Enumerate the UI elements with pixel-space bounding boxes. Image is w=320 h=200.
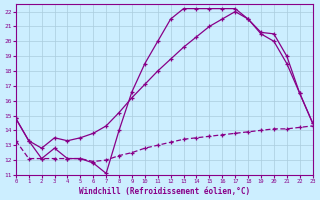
X-axis label: Windchill (Refroidissement éolien,°C): Windchill (Refroidissement éolien,°C)	[79, 187, 250, 196]
